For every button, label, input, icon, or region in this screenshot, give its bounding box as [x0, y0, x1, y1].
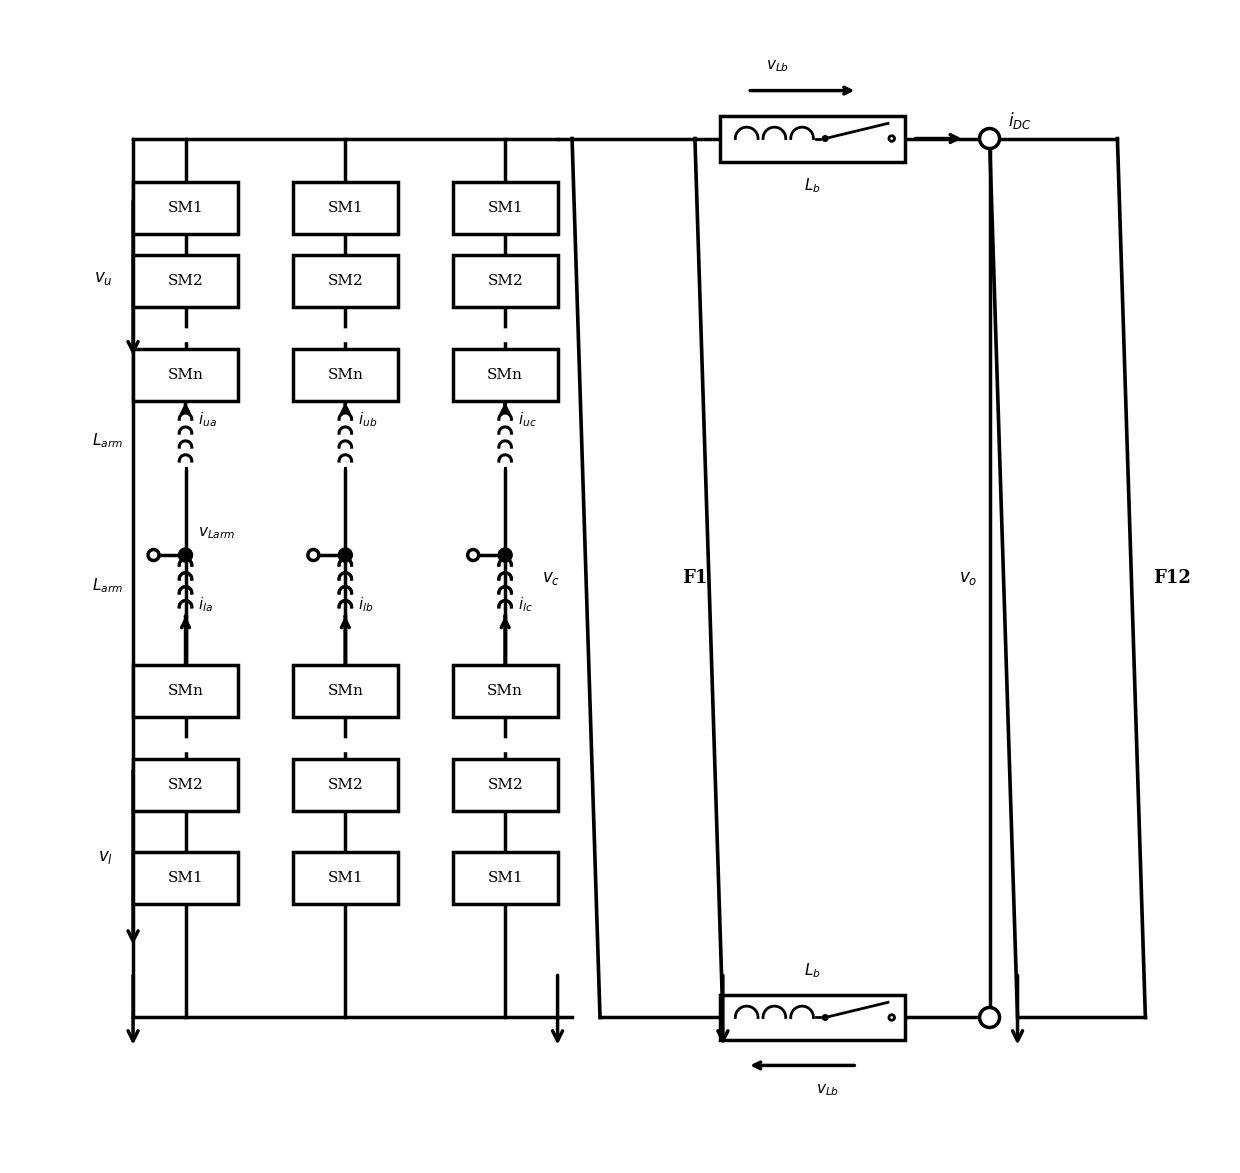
Text: SM1: SM1 [487, 870, 523, 884]
Text: F1: F1 [682, 569, 708, 586]
Bar [133, 759, 238, 811]
Bar [453, 665, 558, 717]
Bar [293, 350, 398, 401]
Text: $v_{Lb}$: $v_{Lb}$ [816, 1083, 838, 1098]
Text: $i_{uc}$: $i_{uc}$ [518, 409, 537, 428]
Circle shape [498, 548, 512, 562]
Circle shape [822, 1015, 828, 1021]
Bar [133, 256, 238, 307]
Bar [720, 116, 905, 162]
Bar [453, 183, 558, 235]
Bar [133, 183, 238, 235]
Text: SM2: SM2 [327, 274, 363, 289]
Text: $v_o$: $v_o$ [960, 570, 977, 586]
Bar [293, 256, 398, 307]
Circle shape [889, 1015, 894, 1021]
Text: $v_{Larm}$: $v_{Larm}$ [198, 526, 236, 541]
Text: SMn: SMn [327, 368, 363, 382]
Text: SMn: SMn [487, 684, 523, 698]
Text: SM1: SM1 [167, 202, 203, 216]
Text: SMn: SMn [487, 368, 523, 382]
Text: $i_{la}$: $i_{la}$ [198, 596, 213, 615]
Circle shape [308, 549, 319, 561]
Text: SM2: SM2 [167, 778, 203, 792]
Text: F12: F12 [1153, 569, 1192, 586]
Text: $L_b$: $L_b$ [804, 961, 821, 979]
Bar [133, 350, 238, 401]
Bar [293, 852, 398, 903]
Text: $v_l$: $v_l$ [98, 849, 113, 866]
Text: $i_{lb}$: $i_{lb}$ [358, 596, 373, 615]
Text: $L_b$: $L_b$ [804, 176, 821, 195]
Circle shape [822, 136, 828, 141]
Bar [453, 256, 558, 307]
Text: SMn: SMn [327, 684, 363, 698]
Text: $i_{ub}$: $i_{ub}$ [358, 409, 377, 428]
Circle shape [148, 549, 159, 561]
Text: SM1: SM1 [327, 202, 363, 216]
Text: SMn: SMn [167, 684, 203, 698]
Bar [453, 759, 558, 811]
Bar [453, 350, 558, 401]
Text: $v_{Lb}$: $v_{Lb}$ [766, 57, 789, 74]
Circle shape [889, 136, 894, 141]
Bar [453, 852, 558, 903]
Bar [720, 995, 905, 1040]
Circle shape [980, 1008, 999, 1028]
Text: SM2: SM2 [167, 274, 203, 289]
Bar [293, 183, 398, 235]
Bar [133, 665, 238, 717]
Bar [133, 852, 238, 903]
Text: $i_{lc}$: $i_{lc}$ [518, 596, 533, 615]
Circle shape [467, 549, 479, 561]
Bar [293, 665, 398, 717]
Bar [293, 759, 398, 811]
Circle shape [339, 548, 352, 562]
Text: $v_c$: $v_c$ [542, 570, 560, 586]
Text: $i_{ua}$: $i_{ua}$ [198, 409, 217, 428]
Text: SM1: SM1 [167, 870, 203, 884]
Text: $v_u$: $v_u$ [94, 270, 113, 287]
Text: $L_{arm}$: $L_{arm}$ [92, 577, 123, 596]
Text: SMn: SMn [167, 368, 203, 382]
Text: SM2: SM2 [487, 778, 523, 792]
Text: SM2: SM2 [487, 274, 523, 289]
Text: $L_{arm}$: $L_{arm}$ [92, 430, 123, 449]
Text: SM1: SM1 [327, 870, 363, 884]
Text: $i_{DC}$: $i_{DC}$ [1008, 110, 1032, 131]
Text: SM2: SM2 [327, 778, 363, 792]
Circle shape [980, 129, 999, 149]
Circle shape [179, 548, 192, 562]
Text: SM1: SM1 [487, 202, 523, 216]
